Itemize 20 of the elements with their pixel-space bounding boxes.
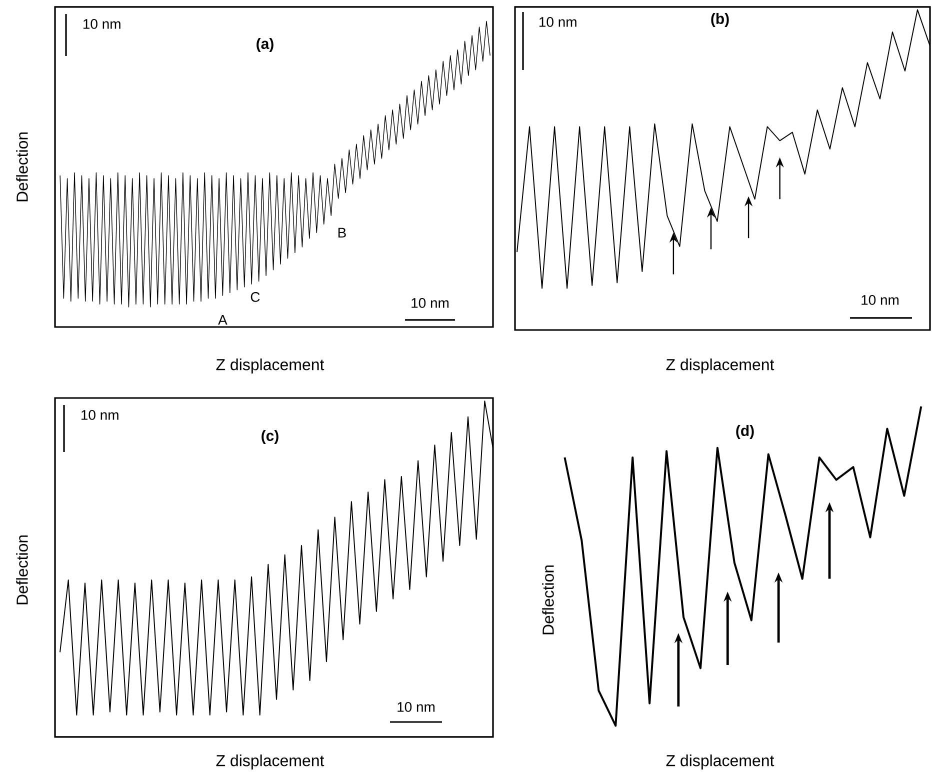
annotation: 10 nm [83, 19, 120, 29]
text: (d) [736, 425, 754, 439]
annotation: B [338, 228, 346, 238]
text: (c) [262, 430, 278, 444]
annotation: C [250, 292, 260, 302]
x-axis-title: Z displacement [666, 358, 774, 374]
annotation: 10 nm [81, 410, 118, 420]
text: 10 nm [862, 295, 899, 305]
y-axis-title: Deflection [542, 565, 554, 634]
y-axis-title: Deflection [16, 535, 28, 604]
text: A [218, 315, 228, 325]
y-axis-title: Deflection [16, 132, 28, 202]
chart-title: (b) [711, 13, 729, 27]
x-axis-title: Z displacement [666, 754, 774, 770]
annotation: 10 nm [412, 298, 449, 308]
x-axis-title: Z displacement [216, 358, 324, 374]
x-axis-title: Z displacement [216, 754, 324, 770]
annotation: 10 nm [398, 702, 435, 712]
annotation: 10 nm [539, 17, 576, 27]
text: (a) [256, 38, 274, 52]
